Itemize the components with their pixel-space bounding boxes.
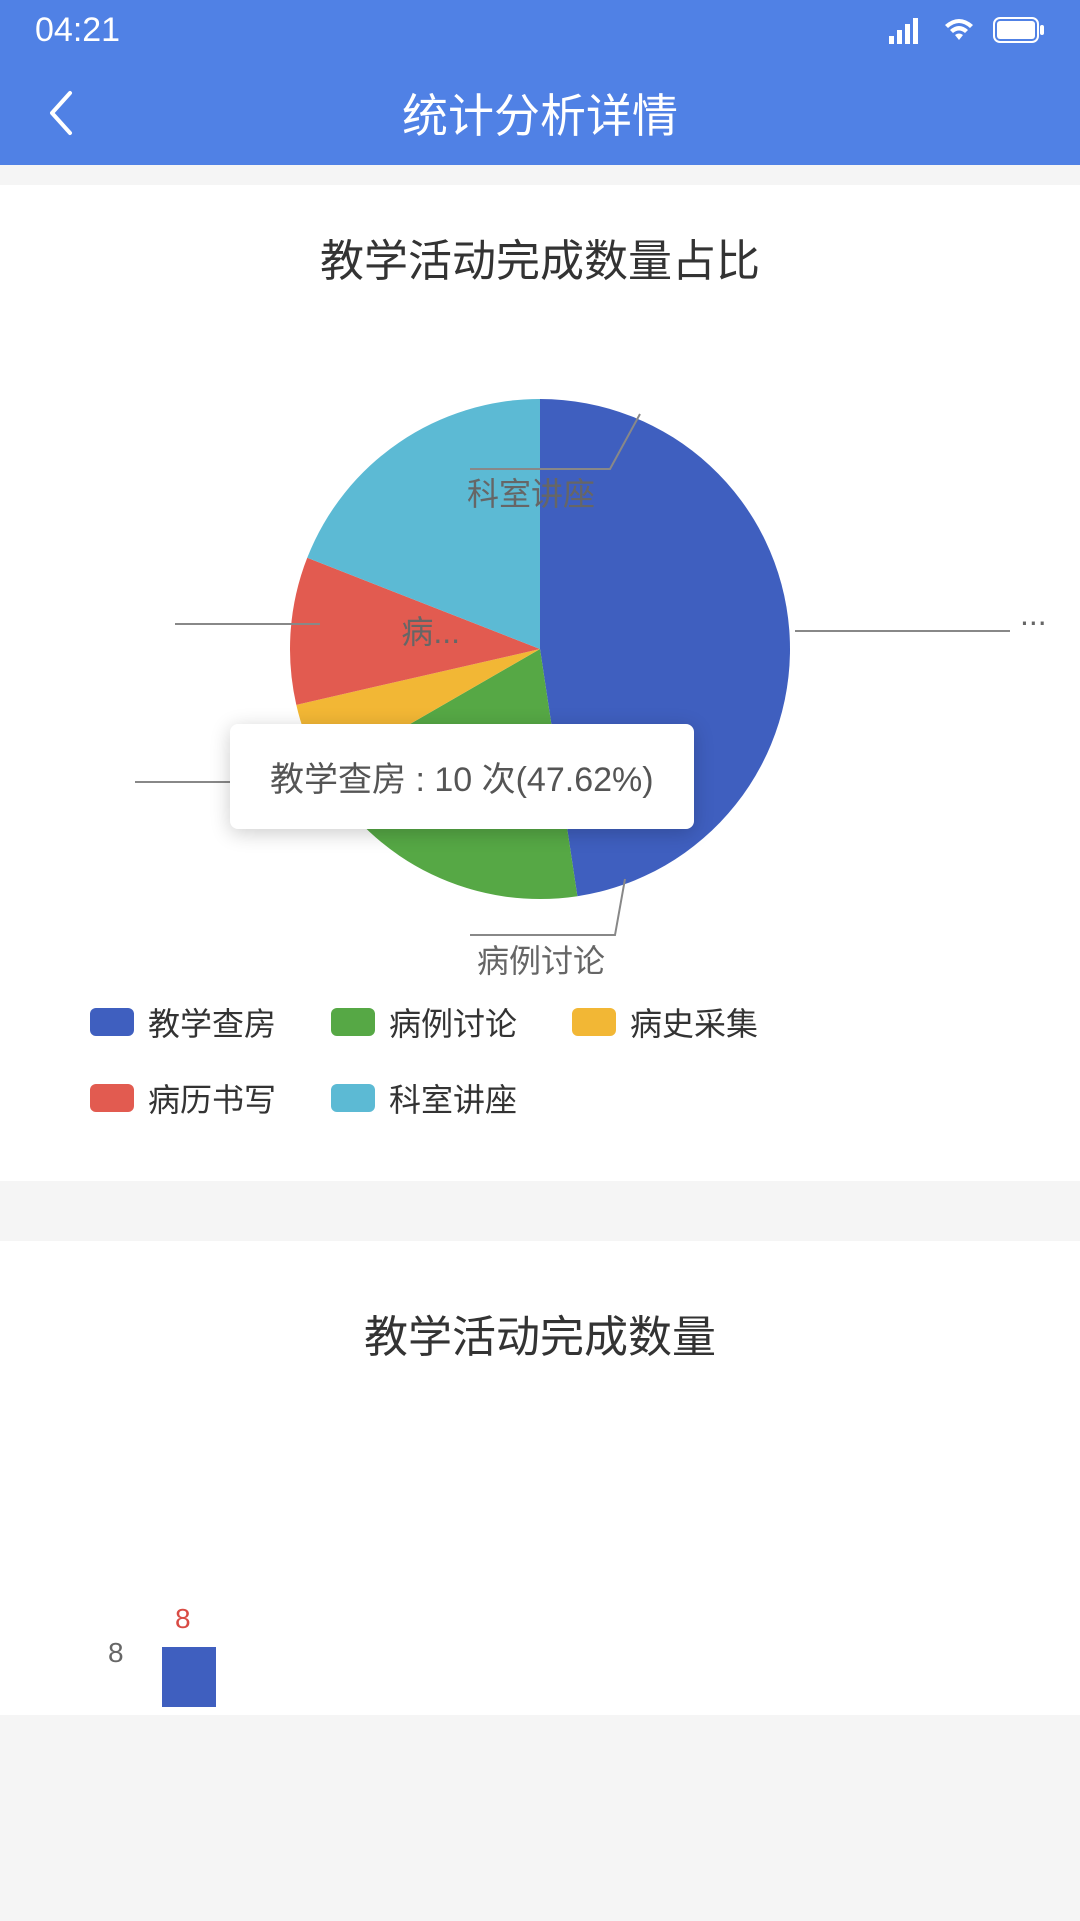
legend-label: 病例讨论 — [389, 999, 517, 1045]
status-icons — [889, 16, 1045, 44]
bar-chart-title: 教学活动完成数量 — [0, 1301, 1080, 1365]
battery-icon — [993, 17, 1045, 43]
status-bar: 04:21 — [0, 0, 1080, 60]
legend-item[interactable]: 病例讨论 — [331, 999, 517, 1045]
legend-label: 病史采集 — [630, 999, 758, 1045]
pie-legend: 教学查房 病例讨论 病史采集病历书写 科室讲座 — [0, 959, 1080, 1181]
pie-slice-label: 科室讲座 — [467, 469, 595, 515]
page-title: 统计分析详情 — [0, 80, 1080, 146]
wifi-icon — [941, 16, 977, 44]
chart-tooltip: 教学查房 : 10 次(47.62%) — [230, 724, 694, 829]
bar-chart-preview[interactable]: 8 8 — [0, 1415, 1080, 1715]
bar-rect — [162, 1647, 216, 1707]
pie-slice-label: ... — [1020, 596, 1047, 633]
legend-item[interactable]: 病历书写 — [90, 1075, 276, 1121]
pie-chart-title: 教学活动完成数量占比 — [0, 225, 1080, 289]
legend-item[interactable]: 病史采集 — [572, 999, 758, 1045]
legend-swatch — [572, 1008, 616, 1036]
chevron-left-icon — [46, 89, 74, 137]
back-button[interactable] — [30, 83, 90, 143]
legend-label: 病历书写 — [148, 1075, 276, 1121]
bar-section: 教学活动完成数量 8 8 — [0, 1241, 1080, 1715]
legend-swatch — [90, 1008, 134, 1036]
legend-swatch — [331, 1008, 375, 1036]
status-time: 04:21 — [35, 11, 120, 50]
legend-item[interactable]: 科室讲座 — [331, 1075, 517, 1121]
legend-label: 教学查房 — [148, 999, 276, 1045]
legend-item[interactable]: 教学查房 — [90, 999, 276, 1045]
pie-chart-container[interactable]: ...病例讨论病...病...科室讲座 教学查房 : 10 次(47.62%) — [0, 339, 1080, 959]
legend-swatch — [331, 1084, 375, 1112]
pie-slice-label: 病... — [401, 607, 460, 653]
nav-bar: 统计分析详情 — [0, 60, 1080, 165]
bar-value-label: 8 — [175, 1603, 191, 1635]
signal-icon — [889, 16, 925, 44]
pie-slice-label: 病例讨论 — [477, 936, 605, 982]
legend-swatch — [90, 1084, 134, 1112]
pie-section: 教学活动完成数量占比 ...病例讨论病...病...科室讲座 教学查房 : 10… — [0, 185, 1080, 1181]
legend-label: 科室讲座 — [389, 1075, 517, 1121]
bar-y-tick: 8 — [108, 1637, 124, 1669]
